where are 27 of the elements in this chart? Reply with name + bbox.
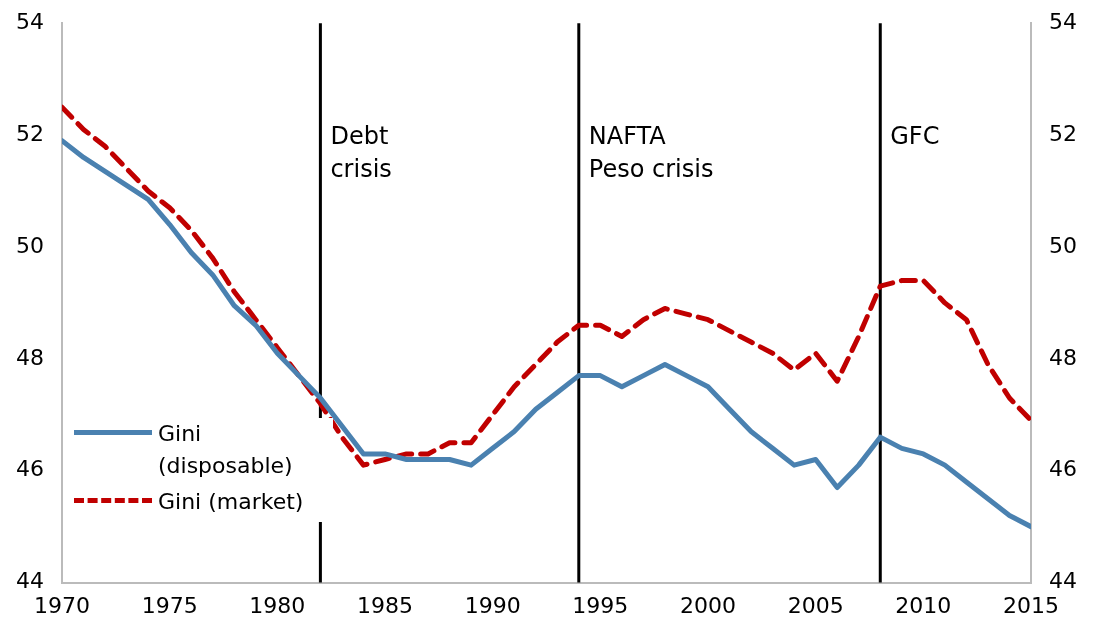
y2-tick-label: 48 — [1049, 344, 1078, 370]
ref-line-label: Debt crisis — [330, 122, 392, 184]
y-tick-label: 46 — [15, 456, 44, 482]
x-tick-label: 2015 — [1003, 592, 1060, 618]
y-tick-label: 50 — [15, 232, 44, 258]
x-tick-label: 1985 — [357, 592, 413, 618]
x-tick-label: 1990 — [464, 592, 521, 618]
y2-tick-label: 54 — [1049, 8, 1078, 34]
x-tick-label: 1970 — [33, 592, 90, 618]
y-tick-label: 52 — [15, 120, 44, 146]
y2-tick-label: 46 — [1049, 456, 1078, 482]
legend-label: Gini (market) — [158, 488, 304, 516]
y-tick-label: 54 — [15, 8, 44, 34]
x-tick-label: 2010 — [895, 592, 952, 618]
legend-label: Gini (disposable) — [158, 420, 294, 480]
x-tick-label: 1980 — [249, 592, 306, 618]
x-tick-label: 2005 — [787, 592, 844, 618]
y2-tick-label: 52 — [1049, 120, 1078, 146]
ref-line-label: NAFTA Peso crisis — [588, 122, 714, 184]
x-tick-label: 1995 — [572, 592, 629, 618]
y2-tick-label: 44 — [1049, 568, 1078, 594]
y-tick-label: 48 — [15, 344, 44, 370]
x-tick-label: 2000 — [680, 592, 736, 618]
y-tick-label: 44 — [15, 568, 44, 594]
y2-tick-label: 50 — [1049, 232, 1078, 258]
ref-line-label: GFC — [890, 122, 940, 151]
x-tick-label: 1975 — [141, 592, 198, 618]
